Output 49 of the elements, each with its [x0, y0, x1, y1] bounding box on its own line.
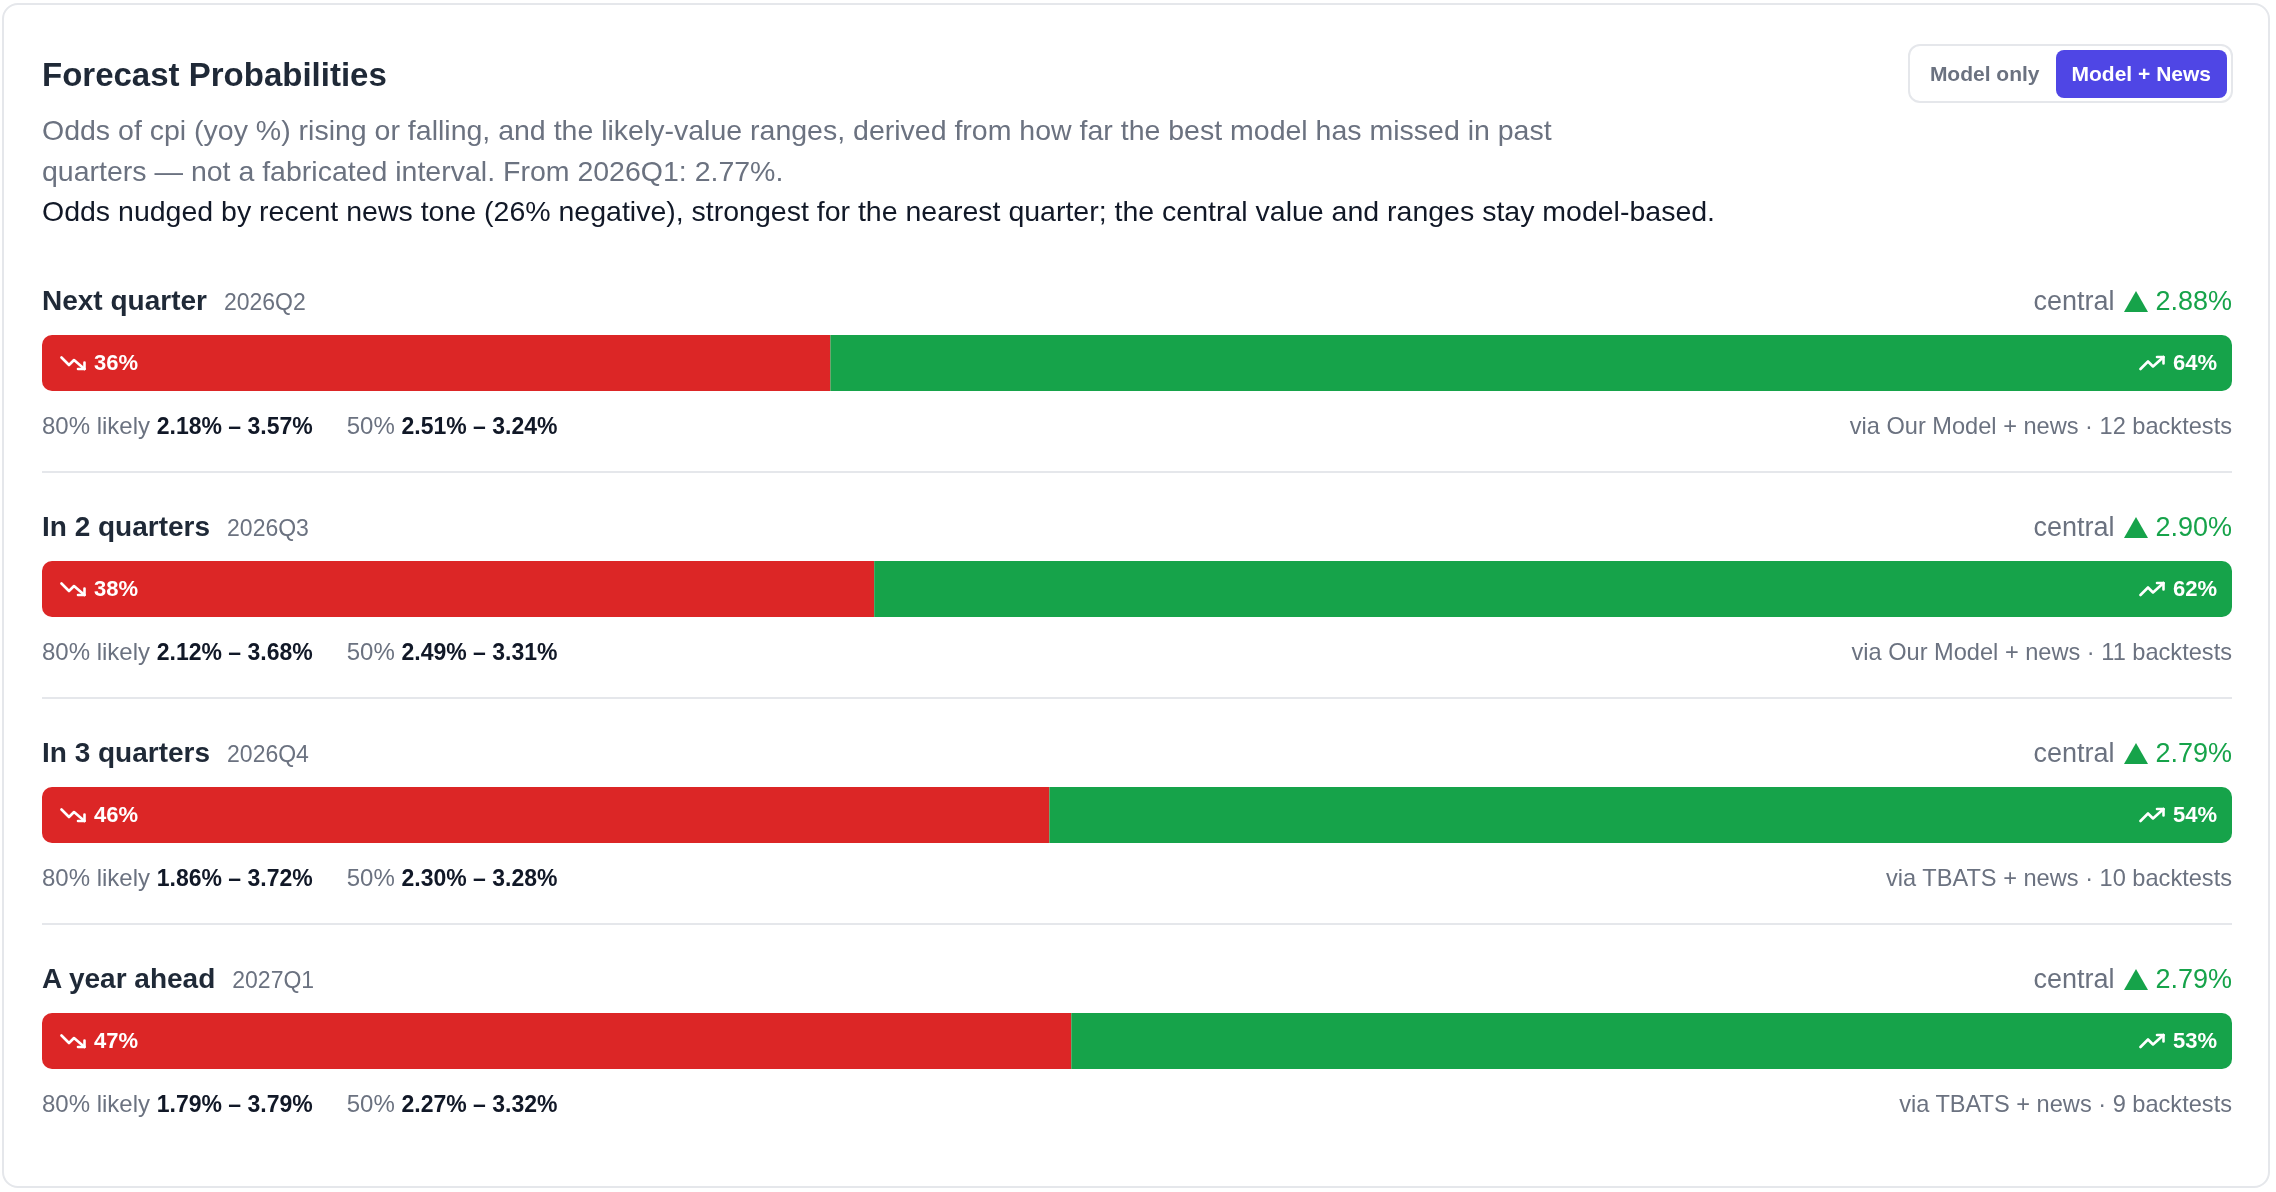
text: 50% [346, 638, 395, 665]
text: 80% likely [42, 1090, 151, 1117]
data-label: 54% [2172, 802, 2217, 827]
text: central [2033, 285, 2115, 317]
text: via Our Model + news · 11 backtests [1851, 638, 2232, 666]
text: 50% [346, 1090, 395, 1117]
text: 2.90% [2155, 511, 2232, 543]
text: 2.27% – 3.32% [401, 1091, 558, 1117]
data-label: 53% [2172, 1028, 2217, 1053]
text: Forecast Probabilities [42, 56, 387, 93]
text: 1.86% – 3.72% [156, 865, 313, 891]
data-label: 47% [94, 1028, 139, 1053]
text: 80% likely [42, 412, 151, 439]
data-label: 62% [2172, 576, 2217, 601]
text: via Our Model + news · 12 backtests [1849, 412, 2232, 440]
button[interactable]: Model only [1913, 49, 2056, 98]
text: 2.88% [2155, 285, 2232, 317]
text: via TBATS + news · 9 backtests [1899, 1090, 2232, 1118]
text: central [2033, 737, 2115, 769]
text: 80% likely [42, 864, 151, 891]
text: 50% [346, 864, 395, 891]
data-label: 38% [94, 576, 139, 601]
chart-subtitle: 2026Q3 [227, 515, 309, 541]
text: 2.79% [2155, 963, 2232, 995]
button[interactable]: Model + News [2055, 49, 2227, 98]
chart-title: Next quarter [42, 285, 207, 316]
data-label: 46% [94, 802, 139, 827]
chart-subtitle: 2026Q4 [227, 741, 309, 767]
text: 80% likely [42, 638, 151, 665]
text: central [2033, 511, 2115, 543]
text: Odds nudged by recent news tone (26% negative), strongest for the nearest quarter; the central value and ranges stay model-based. [42, 195, 1715, 227]
text: 2.79% [2155, 737, 2232, 769]
chart-subtitle: 2027Q1 [232, 967, 315, 993]
data-label: 64% [2172, 350, 2217, 375]
chart-title: In 3 quarters [42, 737, 211, 768]
chart-subtitle: 2026Q2 [223, 289, 306, 315]
text: 2.51% – 3.24% [401, 413, 558, 439]
text: 2.18% – 3.57% [156, 413, 313, 439]
text: 2.49% – 3.31% [401, 639, 558, 665]
chart-title: In 2 quarters [42, 511, 211, 542]
data-label: 36% [94, 350, 139, 375]
chart-title: A year ahead [42, 963, 216, 994]
text: via TBATS + news · 10 backtests [1886, 864, 2232, 892]
text: 2.30% – 3.28% [401, 865, 558, 891]
text: 2.12% – 3.68% [156, 639, 313, 665]
text: 50% [346, 412, 395, 439]
text: Odds of cpi (yoy %) rising or falling, and the likely-value ranges, derived from how far the best model has missed in past quarters — not a fabricated interval. From 2026Q1: 2.77%. [42, 114, 1552, 187]
text: central [2033, 963, 2115, 995]
text: 1.79% – 3.79% [156, 1091, 313, 1117]
